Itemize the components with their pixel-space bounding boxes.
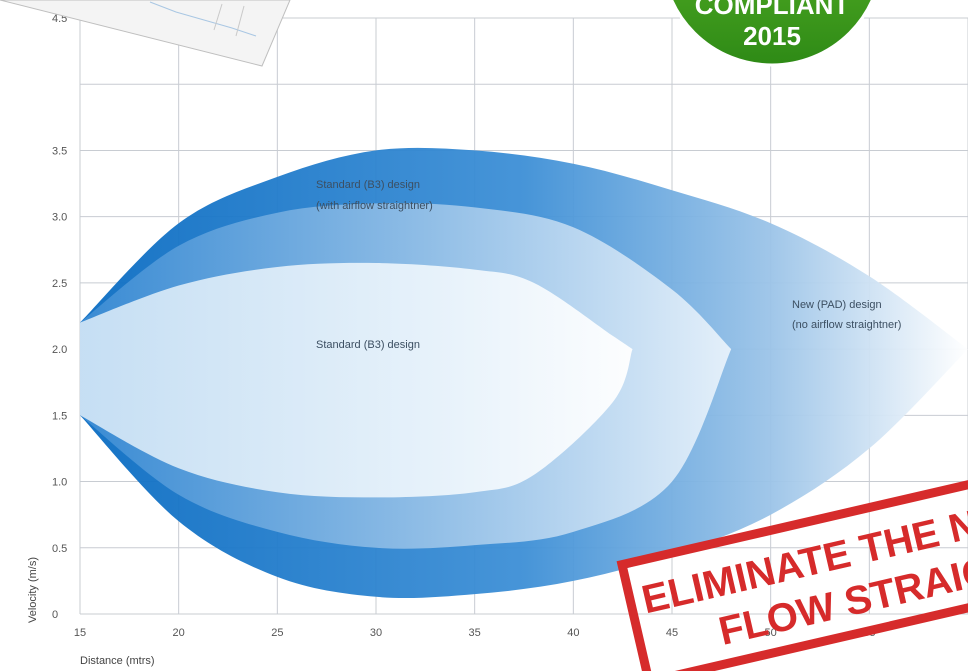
y-tick-label: 0 [52, 609, 58, 621]
y-tick-label: 0.5 [52, 543, 67, 555]
x-axis-title: Distance (mtrs) [80, 655, 155, 667]
annotation-b3-straightner-line1: Standard (B3) design [316, 179, 420, 191]
x-tick-label: 50 [765, 627, 777, 639]
annotation-b3-straightner-line2: (with airflow straightner) [316, 200, 433, 212]
y-tick-label: 2.0 [52, 344, 67, 356]
y-tick-label: 1.5 [52, 410, 67, 422]
x-tick-label: 40 [567, 627, 579, 639]
envelope-standard-b3-design [80, 262, 633, 498]
badge-line2: 2015 [743, 21, 801, 51]
velocity-envelopes [80, 147, 968, 599]
y-tick-label: 1.0 [52, 477, 67, 489]
y-tick-label: 3.0 [52, 212, 67, 224]
x-tick-label: 45 [666, 627, 678, 639]
y-tick-label: 2.5 [52, 278, 67, 290]
compliant-badge: COMPLIANT 2015 [669, 0, 875, 67]
x-tick-label: 25 [271, 627, 283, 639]
x-tick-label: 20 [173, 627, 185, 639]
paper-clip-image [0, 0, 291, 67]
y-axis-title: Velocity (m/s) [27, 557, 39, 623]
y-axis-ticks: 00.51.01.52.02.53.03.54.5 [52, 13, 67, 621]
badge-line1: COMPLIANT [695, 0, 850, 20]
x-tick-label: 15 [74, 627, 86, 639]
y-tick-label: 3.5 [52, 145, 67, 157]
annotation-pad-line2: (no airflow straightner) [792, 319, 901, 331]
annotation-b3-standard: Standard (B3) design [316, 339, 420, 351]
x-tick-label: 30 [370, 627, 382, 639]
x-tick-label: 35 [469, 627, 481, 639]
annotations: Standard (B3) design (with airflow strai… [316, 179, 901, 351]
annotation-pad-line1: New (PAD) design [792, 299, 882, 311]
